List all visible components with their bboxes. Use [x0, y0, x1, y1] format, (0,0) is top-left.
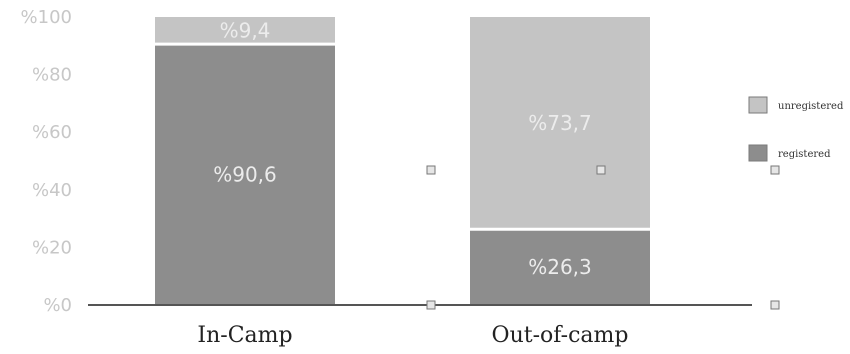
y-tick-label: %0 [43, 295, 72, 316]
y-tick-label: %20 [32, 237, 72, 258]
x-axis: In-Camp Out-of-camp [88, 304, 752, 348]
x-category-label: In-Camp [197, 323, 292, 348]
x-category-label: Out-of-camp [492, 323, 629, 348]
data-label-unregistered: %9,4 [220, 19, 271, 43]
legend-label-unregistered: unregistered [778, 101, 844, 112]
y-tick-label: %80 [32, 65, 72, 86]
legend-swatch-registered [748, 144, 768, 162]
legend-swatch-unregistered [748, 96, 768, 114]
legend: unregistered registered [748, 96, 844, 162]
y-tick-label: %40 [32, 180, 72, 201]
y-axis: %0 %20 %40 %60 %80 %100 [21, 7, 72, 316]
handle-marker [596, 165, 606, 175]
bars: %90,6 %9,4 %26,3 %73,7 [155, 17, 650, 306]
bar-segment-registered [470, 229, 650, 305]
handle-markers [426, 165, 780, 310]
data-label-registered: %90,6 [213, 163, 277, 187]
bar-segment-unregistered [470, 17, 650, 230]
bar-segment-unregistered [155, 17, 335, 45]
handle-marker [770, 165, 780, 175]
bar-segment-registered [155, 44, 335, 306]
legend-label-registered: registered [778, 149, 831, 160]
handle-marker [426, 300, 436, 310]
handle-marker [770, 300, 780, 310]
y-tick-label: %100 [21, 7, 72, 28]
data-label-unregistered: %73,7 [528, 111, 592, 135]
handle-marker [426, 165, 436, 175]
y-tick-label: %60 [32, 122, 72, 143]
data-label-registered: %26,3 [528, 255, 592, 279]
